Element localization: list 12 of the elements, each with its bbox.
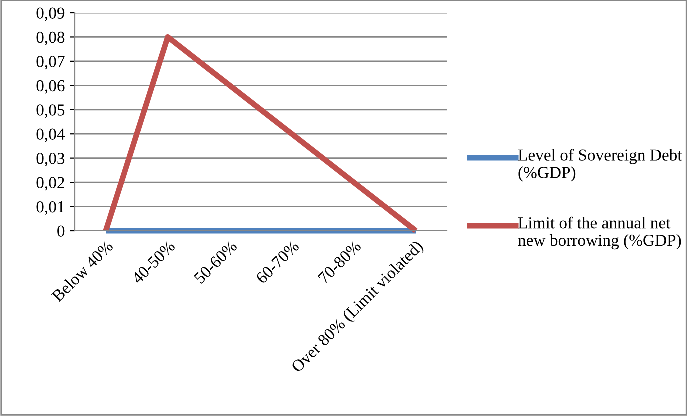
y-tick-label: 0,08: [36, 32, 65, 46]
y-tick-label: 0,09: [36, 8, 65, 22]
y-tick-label: 0,01: [36, 201, 64, 216]
y-tick-label: 0: [58, 226, 65, 237]
legend-label: Limit of the annual net new borrowing (%GDP): [518, 216, 682, 250]
y-tick-label: 0,02: [36, 177, 64, 191]
legend-label: Level of Sovereign Debt (%GDP): [518, 149, 682, 182]
y-tick-label: 0,06: [36, 80, 65, 94]
y-tick-label: 0,07: [36, 56, 65, 70]
y-tick-label: 0,04: [36, 128, 66, 142]
y-tick-label: 0,05: [36, 104, 65, 118]
y-tick-label: 0,03: [36, 153, 65, 167]
